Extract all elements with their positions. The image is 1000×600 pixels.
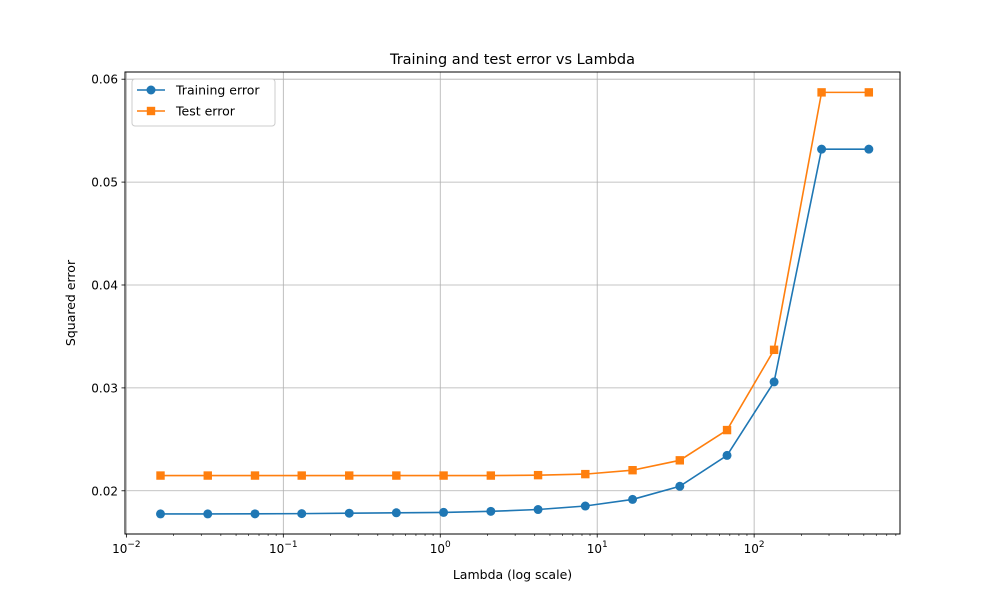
data-point [439,507,449,517]
data-point [675,481,685,491]
data-point [864,144,874,154]
y-tick-label: 0.02 [91,484,118,498]
y-tick-label: 0.03 [91,381,118,395]
x-tick-label-base: 10 [587,542,602,556]
data-point [817,88,826,97]
legend-item: Training error [137,83,260,98]
data-point [675,456,685,465]
data-point [203,509,213,519]
data-point [391,508,401,518]
x-tick-label: 10−2 [112,540,141,556]
x-tick-label-base: 10 [744,542,759,556]
data-point [817,144,827,154]
data-point [864,88,874,97]
chart-title: Training and test error vs Lambda [389,52,635,68]
data-point [533,505,543,515]
data-point [297,509,307,519]
data-point [250,509,260,519]
legend-marker [146,106,156,116]
x-axis-label: Lambda (log scale) [453,567,572,582]
x-tick-label-base: 10 [112,542,127,556]
data-point [628,466,637,475]
x-tick-label: 100 [430,540,451,556]
data-point [486,471,496,480]
series-test-error [156,88,874,480]
legend: Training error Test error [131,78,276,127]
y-tick-label: 0.04 [91,278,118,292]
series-group [156,88,874,519]
data-point [722,450,732,460]
x-tick-label-exponent: −1 [284,540,297,550]
x-tick-label-base: 10 [430,542,445,556]
grid [125,72,900,534]
data-point [581,469,590,479]
x-tick-label: 101 [587,540,608,556]
x-tick-label-exponent: 2 [759,540,765,550]
data-point [344,508,354,518]
y-tick-label: 0.05 [91,176,118,190]
legend-box [131,78,276,127]
data-point [533,470,543,480]
axes-frame [124,71,901,535]
x-tick-label: 102 [744,540,765,556]
x-tick-label-exponent: 0 [445,540,451,550]
data-point [769,345,779,355]
x-tick-label-exponent: −2 [127,540,140,550]
data-point [203,471,212,480]
data-point [769,377,779,387]
data-point [628,494,638,504]
data-point [156,509,166,519]
legend-marker [146,85,156,95]
data-point [345,471,354,480]
series-line [160,91,869,477]
x-tick-label: 10−1 [269,540,298,556]
data-point [392,471,401,480]
data-point [297,471,306,480]
x-tick-label-exponent: 1 [602,540,608,550]
series-training-error [156,144,874,519]
data-point [156,471,165,480]
y-tick-label: 0.06 [91,73,118,87]
data-point [486,506,496,516]
y-axis-label: Squared error [63,259,78,346]
legend-label: Training error [175,83,260,98]
data-point [250,471,260,480]
x-tick-label-base: 10 [269,542,284,556]
legend-label: Test error [175,104,236,119]
legend-item: Test error [137,104,236,119]
data-point [722,425,732,435]
data-point [439,471,448,480]
series-line [160,148,869,515]
data-point [580,501,590,511]
